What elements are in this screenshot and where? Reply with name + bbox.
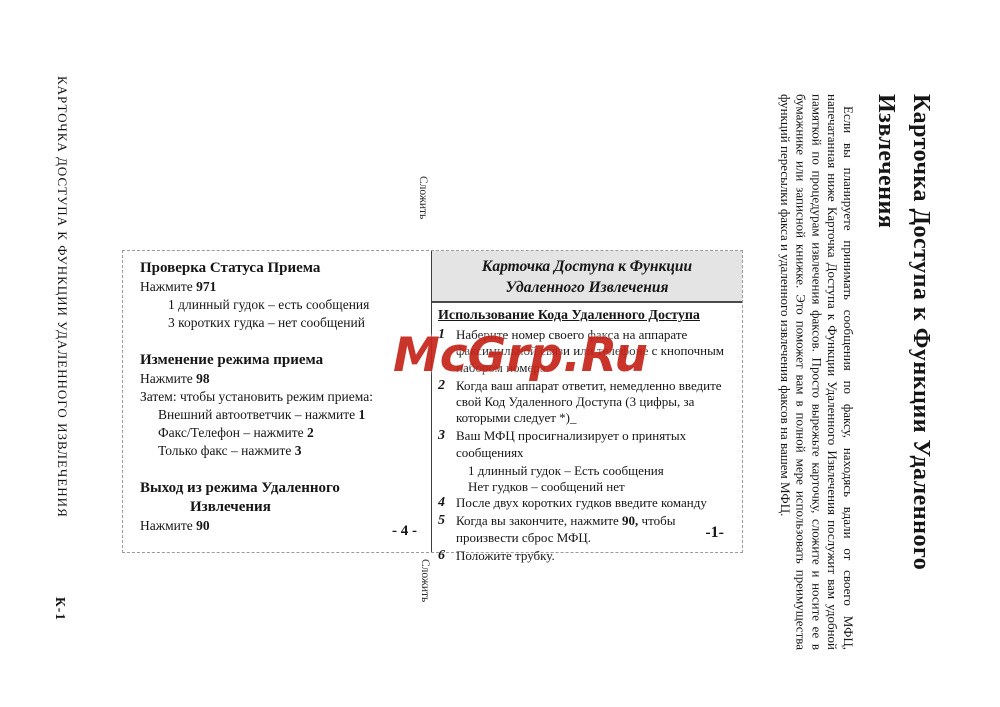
status-line-short-beeps: 3 коротких гудка – нет сообщений bbox=[168, 315, 365, 330]
fold-label-bottom: Сложить bbox=[419, 559, 431, 603]
status-line-long-beep: 1 длинный гудок – есть сообщения bbox=[168, 297, 370, 312]
article-paragraph: Если вы планируете принимать сообщения п… bbox=[777, 94, 856, 650]
mode-option-fax-only: Только факс – нажмите 3 bbox=[158, 443, 302, 458]
step-6-text: Положите трубку. bbox=[456, 547, 555, 563]
article-title: Карточка Доступа к Функции Удаленного Из… bbox=[868, 94, 938, 650]
step-3: 3 Ваш МФЦ просигнализирует о принятых со… bbox=[438, 428, 734, 460]
mode-option-answering-machine: Внешний автоответчик – нажмите 1 bbox=[158, 407, 366, 422]
article-title-line1: Карточка Доступа к Функции Удаленного bbox=[908, 94, 934, 571]
press-line-90: Нажмите 90 bbox=[140, 518, 210, 533]
section-heading-mode-change: Изменение режима приема bbox=[140, 352, 324, 368]
card-right-body: Использование Кода Удаленного Доступа 1 … bbox=[432, 303, 742, 564]
section-heading-exit-line1: Выход из режима Удаленного bbox=[140, 480, 340, 496]
step-4: 4 После двух коротких гудков введите ком… bbox=[438, 495, 734, 511]
step-5-number: 5 bbox=[438, 513, 445, 529]
step-6-number: 6 bbox=[438, 547, 445, 563]
mode-intro-line: Затем: чтобы установить режим приема: bbox=[140, 389, 373, 404]
page-number-1: -1- bbox=[705, 524, 724, 541]
card-header-box: Карточка Доступа к Функции Удаленного Из… bbox=[432, 251, 742, 303]
step-6: 6 Положите трубку. bbox=[438, 548, 734, 564]
step-5: 5 Когда вы закончите, нажмите 90, чтобы … bbox=[438, 513, 734, 545]
step-2-text: Когда ваш аппарат ответит, немедленно вв… bbox=[456, 377, 722, 426]
article-title-line2: Извлечения bbox=[873, 94, 899, 229]
section-heading-status-check: Проверка Статуса Приема bbox=[140, 260, 321, 276]
step-1: 1 Наберите номер своего факса на аппарат… bbox=[438, 327, 734, 376]
step-1-text: Наберите номер своего факса на аппарате … bbox=[456, 327, 725, 375]
step-3-number: 3 bbox=[438, 428, 445, 444]
press-line-98: Нажмите 98 bbox=[140, 371, 210, 386]
step-3-sub-no-beep: Нет гудков – сообщений нет bbox=[468, 479, 625, 495]
card-right-panel: Карточка Доступа к Функции Удаленного Из… bbox=[431, 251, 742, 563]
side-margin-label: КАРТОЧКА ДОСТУПА К ФУНКЦИИ УДАЛЕННОГО ИЗ… bbox=[55, 76, 70, 518]
step-5-text: Когда вы закончите, нажмите 90, чтобы пр… bbox=[456, 513, 676, 545]
step-4-number: 4 bbox=[438, 495, 445, 511]
step-3-text: Ваш МФЦ просигнализирует о принятых сооб… bbox=[456, 428, 687, 460]
article-column: Карточка Доступа к Функции Удаленного Из… bbox=[772, 94, 938, 650]
section-heading-exit-line2: Извлечения bbox=[190, 499, 271, 515]
side-margin-code: К-1 bbox=[53, 597, 68, 622]
step-3-sub-long-beep: 1 длинный гудок – Есть сообщения bbox=[468, 462, 664, 478]
step-2: 2 Когда ваш аппарат ответит, немедленно … bbox=[438, 378, 734, 427]
page-number-4: - 4 - bbox=[392, 523, 417, 539]
card-left-panel: Проверка Статуса Приема Нажмите 971 1 дл… bbox=[123, 251, 431, 552]
fold-label-top: Сложить bbox=[417, 176, 429, 220]
press-line-971: Нажмите 971 bbox=[140, 279, 217, 294]
step-4-text: После двух коротких гудков введите коман… bbox=[456, 495, 707, 511]
card-header-line1: Карточка Доступа к Функции bbox=[481, 258, 693, 275]
step-1-number: 1 bbox=[438, 327, 445, 343]
step-2-number: 2 bbox=[438, 377, 445, 393]
mode-option-fax-phone: Факс/Телефон – нажмите 2 bbox=[158, 425, 314, 440]
access-code-subheading: Использование Кода Удаленного Доступа bbox=[438, 308, 700, 323]
cutout-card: Проверка Статуса Приема Нажмите 971 1 дл… bbox=[122, 250, 743, 563]
card-header-line2: Удаленного Извлечения bbox=[505, 279, 669, 296]
